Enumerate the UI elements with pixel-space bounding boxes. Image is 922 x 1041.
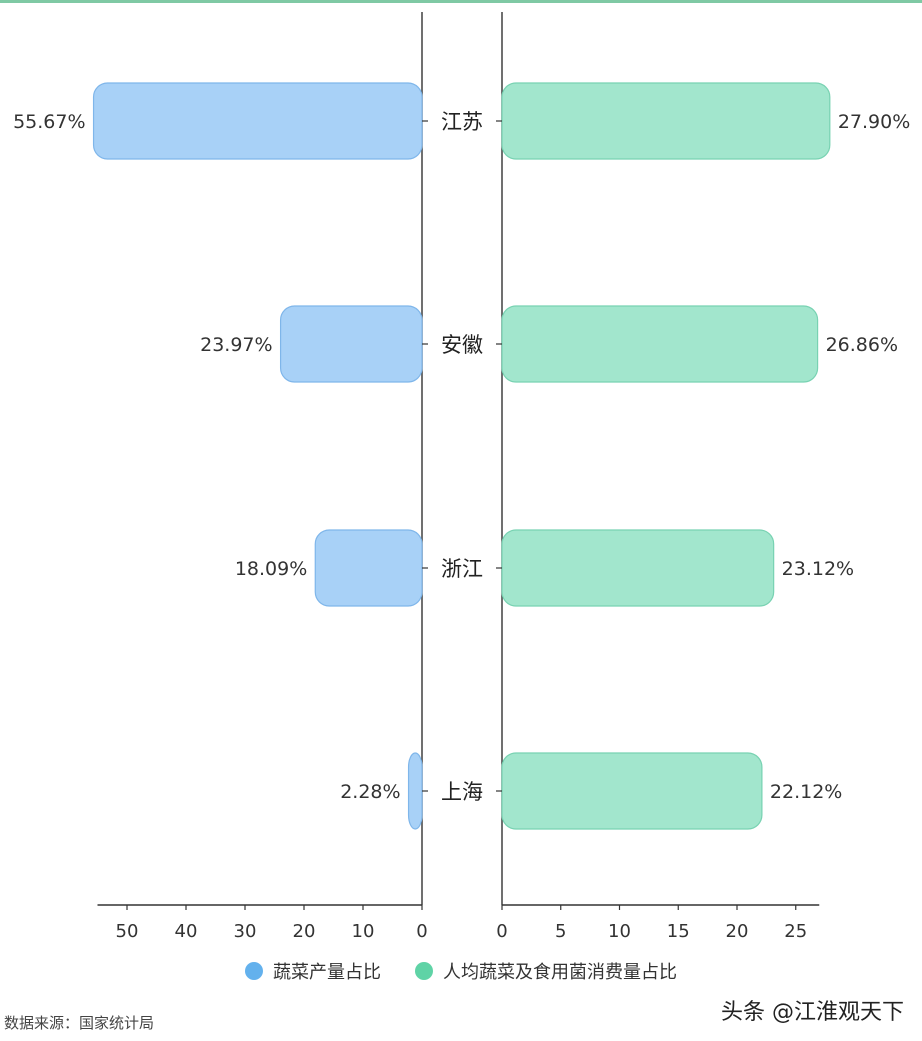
right-bar-value-label: 27.90%: [838, 111, 910, 133]
left-bar: [407, 752, 423, 830]
left-bar-value-label: 18.09%: [235, 558, 307, 580]
left-bar-value-label: 23.97%: [200, 334, 272, 356]
right-x-tick-label: 15: [667, 921, 690, 942]
legend-item-production: 蔬菜产量占比: [245, 958, 381, 984]
right-bar: [501, 752, 763, 830]
right-bar: [501, 529, 775, 607]
category-label: 江苏: [441, 110, 483, 134]
right-bar-value-label: 22.12%: [770, 781, 842, 803]
category-label: 浙江: [441, 557, 483, 581]
left-x-tick-label: 40: [175, 921, 198, 942]
left-x-tick-label: 10: [352, 921, 375, 942]
author-credit: 头条 @江淮观天下: [721, 1000, 904, 1025]
right-bar: [501, 82, 831, 160]
category-label: 上海: [441, 780, 483, 804]
right-bar-value-label: 23.12%: [782, 558, 854, 580]
left-bar: [92, 82, 423, 160]
right-x-tick-label: 0: [496, 921, 507, 942]
left-bar: [314, 529, 423, 607]
left-x-tick-label: 0: [416, 921, 427, 942]
right-x-tick-label: 5: [555, 921, 566, 942]
left-bar-value-label: 2.28%: [340, 781, 400, 803]
right-x-tick-label: 25: [784, 921, 807, 942]
left-x-tick-label: 50: [116, 921, 139, 942]
right-bar-value-label: 26.86%: [826, 334, 898, 356]
left-bar: [279, 305, 423, 383]
chart-legend: 蔬菜产量占比 人均蔬菜及食用菌消费量占比: [0, 956, 922, 986]
legend-item-consumption: 人均蔬菜及食用菌消费量占比: [415, 958, 677, 984]
left-x-tick-label: 20: [293, 921, 316, 942]
top-border: [0, 0, 922, 3]
right-x-tick-label: 20: [726, 921, 749, 942]
right-x-tick-label: 10: [608, 921, 631, 942]
left-bar-value-label: 55.67%: [13, 111, 85, 133]
right-bar: [501, 305, 819, 383]
data-source-note: 数据来源：国家统计局: [4, 1014, 155, 1032]
left-x-tick-label: 30: [234, 921, 257, 942]
category-label: 安徽: [441, 333, 483, 357]
legend-dot-consumption: [415, 962, 433, 980]
legend-label-production: 蔬菜产量占比: [273, 962, 381, 983]
legend-dot-production: [245, 962, 263, 980]
legend-label-consumption: 人均蔬菜及食用菌消费量占比: [443, 962, 677, 983]
